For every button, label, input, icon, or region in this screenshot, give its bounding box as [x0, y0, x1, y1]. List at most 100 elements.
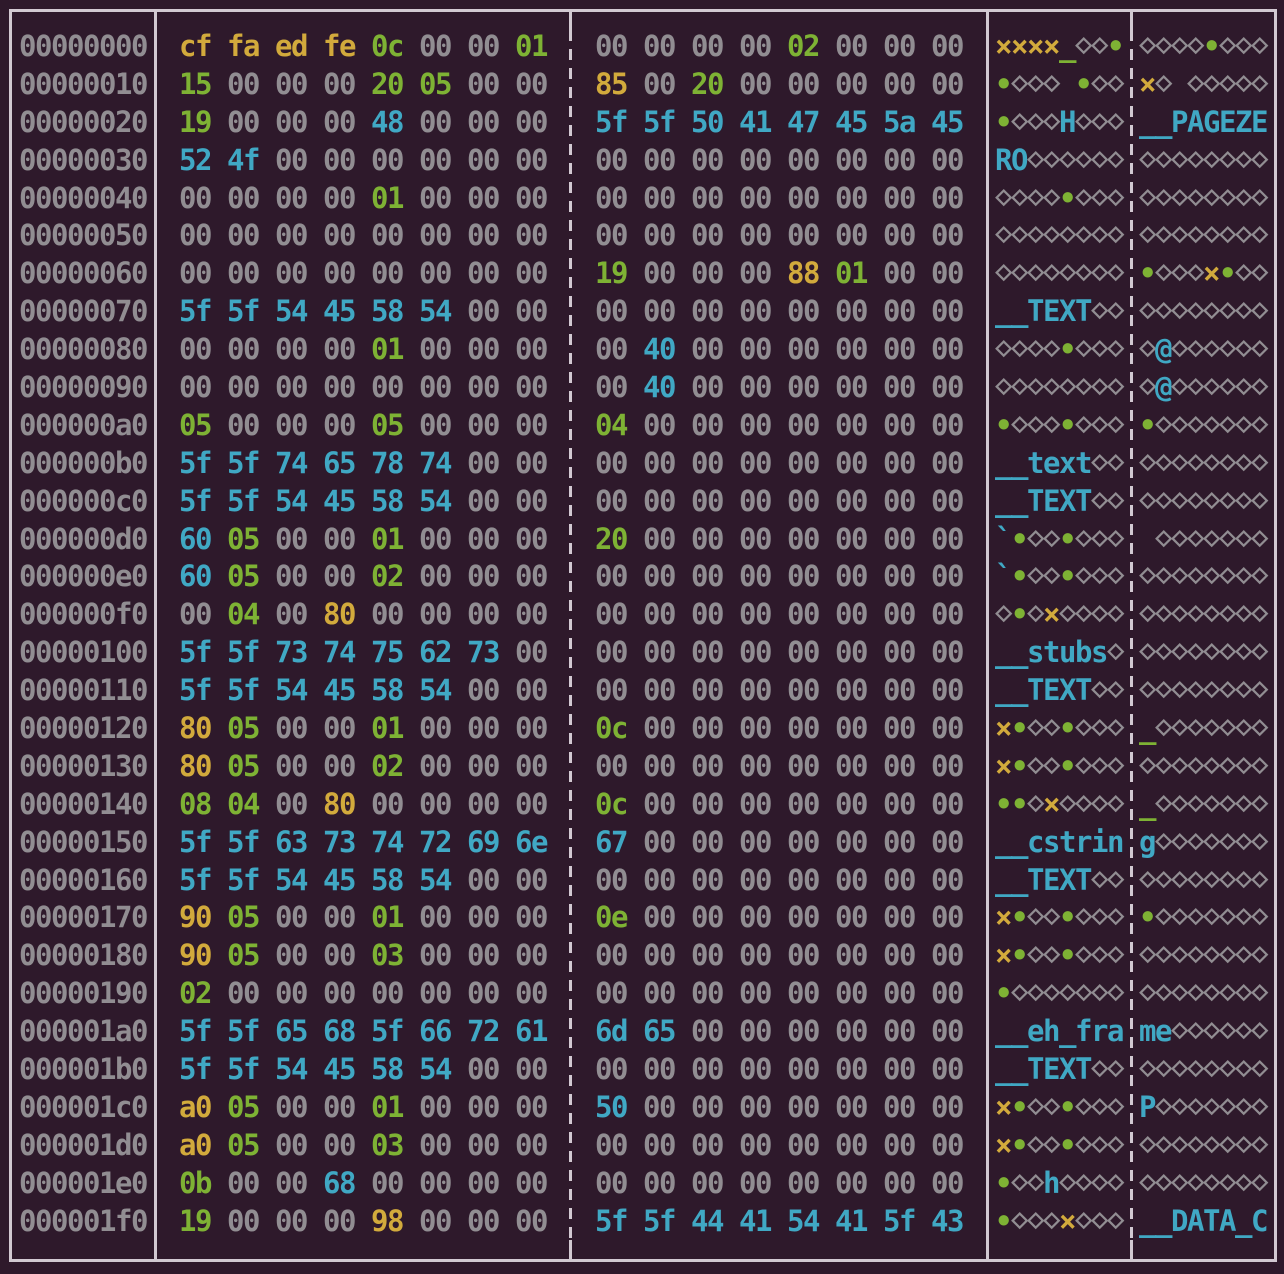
ascii-char: ⋄	[1091, 218, 1109, 253]
hex-row: 00000000 cf fa ed fe 0c 00 00 01 × × × × _ ⋄ ⋄ • 00 00 00 00…	[0, 28, 1284, 66]
ascii-char: ⋄	[1107, 862, 1125, 897]
hex-byte: 00	[739, 824, 772, 859]
hex-byte: 00	[931, 824, 964, 859]
row-offset: 00000150	[19, 824, 148, 859]
hex-byte: 00	[691, 1089, 724, 1124]
hex-byte: 00	[595, 1165, 628, 1200]
hex-byte: 00	[787, 559, 820, 594]
hex-byte: 00	[515, 104, 548, 139]
hex-byte: 43	[931, 1203, 964, 1238]
ascii-char: ⋄	[1171, 748, 1189, 783]
ascii-char: ⋄	[1171, 673, 1189, 708]
hex-byte: 20	[595, 521, 628, 556]
ascii-char: ⋄	[1235, 407, 1253, 442]
hex-byte: 00	[323, 407, 356, 442]
hex-byte: 00	[931, 521, 964, 556]
hex-byte: 00	[883, 673, 916, 708]
ascii-char: ⋄	[995, 370, 1013, 405]
ascii-char: ⋄	[1203, 862, 1221, 897]
ascii-char: ⋄	[1107, 900, 1125, 935]
ascii-char: @	[1155, 370, 1173, 405]
hex-byte: 00	[467, 559, 500, 594]
ascii-char: ⋄	[1139, 142, 1157, 177]
hex-byte: 00	[739, 29, 772, 63]
hex-byte: 00	[515, 332, 548, 367]
hex-row: 000000c0 5f 5f 54 45 58 54 00 00 _ _ T E X T ⋄ ⋄ 00 00 00 00…	[0, 483, 1284, 521]
ascii-char: •	[995, 976, 1013, 1011]
hex-byte: 00	[691, 521, 724, 556]
hex-row: 000001a0 5f 5f 65 68 5f 66 72 61 _ _ e h _ f r a 6d 65 00 00…	[0, 1013, 1284, 1051]
ascii-char: ⋄	[1171, 1165, 1189, 1200]
ascii-char: ⋄	[1091, 445, 1109, 480]
ascii-char: ⋄	[1107, 218, 1125, 253]
hex-byte: 00	[467, 256, 500, 291]
hex-byte: 00	[467, 673, 500, 708]
ascii-char: X	[1059, 862, 1077, 897]
ascii-char: ⋄	[1075, 900, 1093, 935]
hex-byte: 00	[275, 1127, 308, 1162]
ascii-char: ⋄	[1187, 711, 1205, 746]
row-offset: 00000020	[19, 104, 148, 139]
hex-byte: 00	[835, 824, 868, 859]
hex-byte: 00	[515, 673, 548, 708]
ascii-char: ⋄	[1219, 938, 1237, 973]
hex-byte: 5f	[595, 104, 628, 139]
hex-byte: 5f	[179, 294, 212, 329]
hex-byte: 00	[419, 29, 452, 63]
hex-byte: 00	[643, 748, 676, 783]
hex-byte: 00	[275, 1165, 308, 1200]
hex-byte: 00	[467, 142, 500, 177]
hex-byte: 40	[643, 332, 676, 367]
ascii-char: ⋄	[1011, 370, 1029, 405]
ascii-char: ⋄	[1219, 862, 1237, 897]
hex-byte: 00	[419, 597, 452, 632]
hex-byte: 00	[595, 635, 628, 670]
ascii-char: ⋄	[1059, 786, 1077, 821]
hex-row: 000000a0 05 00 00 00 05 00 00 00 • ⋄ ⋄ ⋄ • ⋄ ⋄ ⋄ 04 00 00 00…	[0, 407, 1284, 445]
hex-byte: 00	[179, 370, 212, 405]
ascii-char: ⋄	[1187, 862, 1205, 897]
ascii-char: ⋄	[1139, 180, 1157, 215]
ascii-char: ⋄	[1187, 976, 1205, 1011]
hex-byte: 00	[643, 1052, 676, 1087]
ascii-char: A	[1187, 1203, 1205, 1238]
ascii-char: ⋄	[1091, 1052, 1109, 1087]
hex-byte: 00	[931, 294, 964, 329]
ascii-char: ⋄	[1187, 180, 1205, 215]
hex-byte: 00	[931, 370, 964, 405]
ascii-char: ⋄	[1075, 407, 1093, 442]
ascii-char: ⋄	[1091, 711, 1109, 746]
hex-byte: 41	[739, 104, 772, 139]
ascii-char: ⋄	[1219, 521, 1237, 556]
ascii-char: •	[1059, 748, 1077, 783]
hex-byte: 00	[371, 786, 404, 821]
hex-byte: 54	[275, 862, 308, 897]
ascii-char: ⋄	[1171, 29, 1189, 63]
hex-byte: 00	[691, 748, 724, 783]
ascii-char: ×	[1011, 29, 1029, 63]
hex-group-2: 5f 5f 44 41 54 41 5f 43	[595, 1203, 979, 1241]
hex-group-1: 00 04 00 80 00 00 00 00	[179, 596, 563, 634]
hex-byte: 00	[467, 976, 500, 1011]
hex-row: 00000150 5f 5f 63 73 74 72 69 6e _ _ c s t r i n 67 00 00 00…	[0, 824, 1284, 862]
hex-byte: 00	[227, 370, 260, 405]
ascii-char: s	[1043, 824, 1061, 859]
hex-byte: 01	[371, 332, 404, 367]
ascii-char: ×	[995, 748, 1013, 783]
hex-byte: 00	[595, 142, 628, 177]
ascii-char: ⋄	[1155, 483, 1173, 518]
hex-byte: 00	[419, 142, 452, 177]
hex-byte: 54	[275, 1052, 308, 1087]
ascii-char: ⋄	[1107, 1052, 1125, 1087]
hex-byte: 00	[595, 862, 628, 897]
ascii-char: D	[1171, 1203, 1189, 1238]
ascii-char: ⋄	[1155, 748, 1173, 783]
hex-byte: 00	[515, 748, 548, 783]
ascii-char: ⋄	[1235, 635, 1253, 670]
hex-byte: 00	[275, 711, 308, 746]
hex-byte: 00	[643, 976, 676, 1011]
hex-byte: 00	[419, 976, 452, 1011]
hex-byte: 74	[275, 445, 308, 480]
hex-group-2: 67 00 00 00 00 00 00 00	[595, 824, 979, 862]
ascii-char: ⋄	[1203, 900, 1221, 935]
